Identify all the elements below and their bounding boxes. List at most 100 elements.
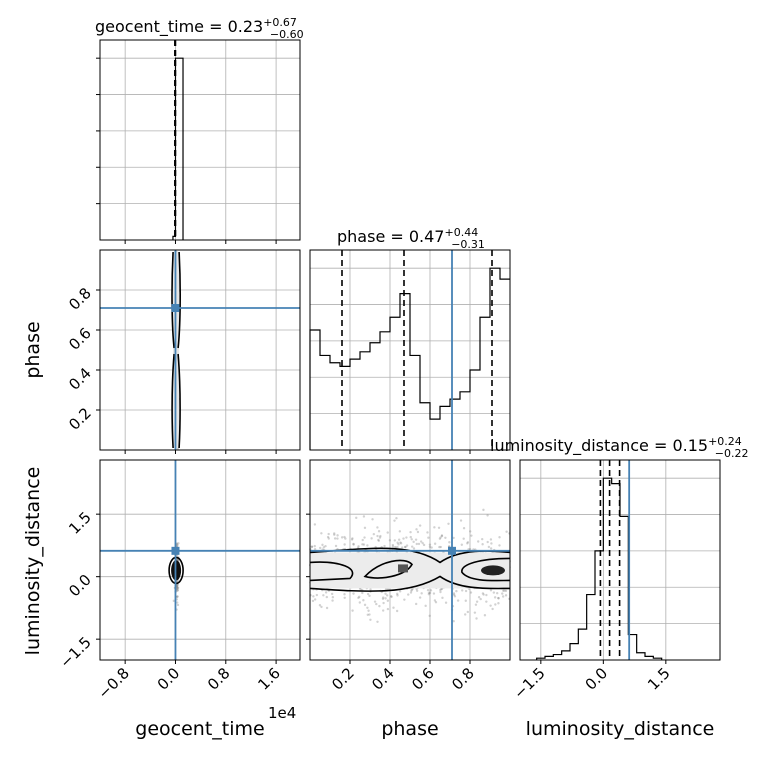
sample-point [501, 595, 505, 598]
panel-luminosity_distance-histogram: −1.5 0.0 1.5 [510, 459, 721, 703]
sample-point [409, 535, 412, 539]
sample-point [358, 601, 362, 604]
panel-title-luminosity-distance: luminosity_distance = 0.15+0.24 −0.22 [490, 435, 749, 460]
sample-point [441, 596, 444, 600]
sample-point [475, 617, 478, 620]
title-sub: −0.60 [270, 28, 304, 41]
gridlines [100, 250, 300, 450]
sample-point [399, 541, 402, 544]
sample-point [487, 545, 491, 549]
sample-point [489, 547, 493, 550]
sample-point [369, 618, 372, 621]
sample-point [421, 541, 424, 545]
sample-point [386, 607, 390, 611]
y-tick-label: 0.6 [65, 324, 95, 354]
sample-point [386, 531, 389, 534]
sample-point [428, 545, 432, 549]
contour-line [171, 353, 175, 449]
histogram-step [172, 57, 184, 240]
panel-title-phase: phase = 0.47+0.44 −0.31 [337, 226, 485, 251]
sample-point [390, 594, 393, 598]
sample-point [176, 447, 180, 450]
sample-point [466, 542, 469, 545]
sample-point [343, 535, 346, 539]
sample-point [352, 592, 355, 595]
sample-point [319, 546, 322, 550]
sample-point [351, 609, 354, 612]
sample-point [340, 536, 344, 539]
sample-point [368, 613, 371, 616]
sample-point [322, 546, 326, 549]
x-tick-label: 0.2 [328, 664, 358, 694]
sample-point [486, 540, 489, 544]
x-axis-label-geocent-time: geocent_time [135, 718, 264, 740]
sample-point [336, 534, 339, 537]
sample-point [379, 534, 382, 538]
sample-point [415, 542, 418, 546]
panel-phase-vs-luminosity_distance: 0.2 0.4 0.6 0.8 [306, 459, 511, 694]
sample-point [321, 543, 324, 547]
sample-point [497, 602, 500, 605]
sample-point [397, 543, 400, 546]
sample-point [375, 602, 378, 606]
sample-point [493, 596, 497, 599]
contour-line [461, 557, 511, 582]
sample-point [392, 606, 395, 609]
sample-point [505, 530, 508, 533]
sample-point [377, 539, 380, 542]
density-core [481, 565, 505, 576]
sample-point [395, 609, 399, 613]
panel-title-geocent-time: geocent_time = 0.23+0.67 −0.60 [95, 16, 304, 41]
sample-point [333, 532, 336, 535]
sample-point [378, 536, 382, 539]
sample-point [430, 546, 433, 549]
sample-point [483, 614, 487, 617]
sample-point [343, 593, 346, 596]
sample-point [377, 530, 381, 533]
sample-point [461, 589, 464, 592]
panel-frame [99, 459, 301, 661]
sample-point [468, 548, 472, 551]
sample-point [405, 536, 408, 539]
sample-point [482, 593, 485, 596]
sample-point [403, 545, 407, 549]
sample-point [311, 599, 315, 603]
sample-point [331, 596, 335, 599]
sample-point [466, 610, 470, 614]
sample-point [398, 590, 402, 593]
sample-point [494, 603, 497, 606]
sample-point [497, 597, 500, 600]
title-main: geocent_time = 0.23 [95, 17, 263, 37]
sample-point [393, 519, 396, 522]
sample-point [382, 596, 385, 599]
sample-point [370, 537, 373, 540]
y-tick-label: 0.4 [65, 364, 95, 394]
sample-point [357, 545, 360, 548]
sample-point [357, 596, 360, 600]
sample-point [439, 590, 442, 594]
offset-text-geocent-time: 1e4 [268, 704, 296, 722]
sample-point [486, 514, 489, 517]
gridlines [100, 40, 300, 240]
sample-point [399, 542, 403, 545]
sample-point [385, 594, 389, 597]
x-axis-label-phase: phase [381, 718, 438, 740]
sample-point [393, 539, 397, 542]
sample-point [438, 537, 442, 540]
sample-point [366, 544, 369, 547]
sample-point [440, 587, 443, 591]
sample-point [324, 591, 328, 594]
sample-point [422, 543, 426, 547]
title-sup: +0.44 [444, 226, 478, 239]
sample-point [418, 596, 422, 599]
density-band [310, 552, 510, 589]
sample-point [310, 545, 314, 549]
sample-point [495, 592, 499, 595]
histogram-step [536, 477, 663, 660]
sample-point [398, 530, 402, 533]
sample-point [322, 594, 325, 597]
sample-point [404, 545, 407, 549]
sample-point [396, 592, 399, 596]
sample-point [412, 540, 415, 544]
sample-point [176, 586, 180, 590]
